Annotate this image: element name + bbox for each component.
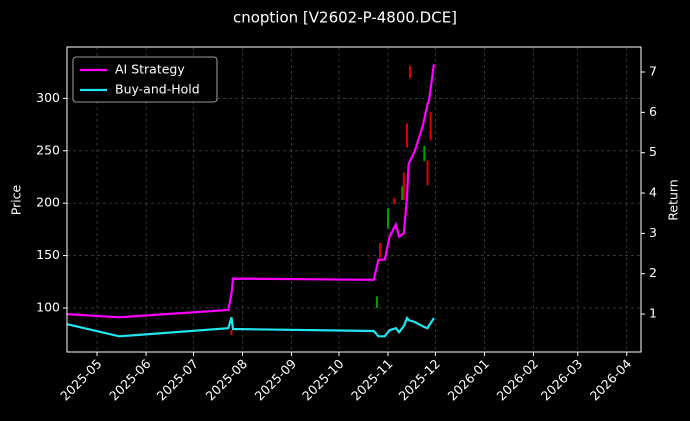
x-tick-label: 2026-04 [587, 356, 635, 404]
y2-tick-label: 5 [649, 144, 657, 159]
x-tick-label: 2025-12 [395, 356, 443, 404]
candle-body [393, 197, 396, 205]
candle-body [402, 172, 405, 201]
candle-body [375, 296, 378, 308]
x-tick-label: 2025-05 [57, 356, 105, 404]
legend-label: Buy-and-Hold [115, 82, 200, 97]
chart-title: cnoption [V2602-P-4800.DCE] [233, 9, 457, 27]
y2-tick-label: 2 [649, 265, 657, 280]
legend-box [72, 56, 218, 103]
candle-body [405, 123, 408, 148]
y-tick-label: 250 [36, 142, 60, 157]
plot-frame [66, 46, 642, 353]
x-tick-label: 2026-02 [494, 356, 542, 404]
y2-tick-label: 7 [649, 64, 657, 79]
series-line [66, 315, 435, 338]
y2-tick-label: 3 [649, 225, 657, 240]
x-tick-label: 2025-07 [154, 356, 202, 404]
y-tick-label: 300 [36, 90, 60, 105]
candle-body [429, 111, 432, 141]
y2-axis-label: Return [666, 179, 681, 220]
y2-tick-label: 4 [649, 185, 657, 200]
series-line [66, 64, 435, 319]
y-tick-label: 150 [36, 247, 60, 262]
y2-tick-label: 6 [649, 104, 657, 119]
x-tick-label: 2026-01 [445, 356, 493, 404]
y-axis-label: Price [9, 184, 24, 215]
x-tick-label: 2025-11 [348, 356, 396, 404]
candle-body [386, 208, 389, 229]
x-tick-label: 2025-08 [203, 356, 251, 404]
candle-body [423, 145, 426, 162]
candle-body [426, 160, 429, 186]
candle-body [230, 329, 233, 336]
x-tick-label: 2025-10 [299, 356, 347, 404]
candle-body [401, 186, 404, 201]
x-tick-label: 2025-06 [106, 356, 154, 404]
candle-body [409, 65, 412, 79]
x-tick-label: 2026-03 [538, 356, 586, 404]
legend-label: AI Strategy [115, 62, 185, 77]
y2-tick-label: 1 [649, 306, 657, 321]
candle-body [379, 242, 382, 258]
y-tick-label: 100 [36, 299, 60, 314]
x-tick-label: 2025-09 [252, 356, 300, 404]
y-tick-label: 200 [36, 195, 60, 210]
